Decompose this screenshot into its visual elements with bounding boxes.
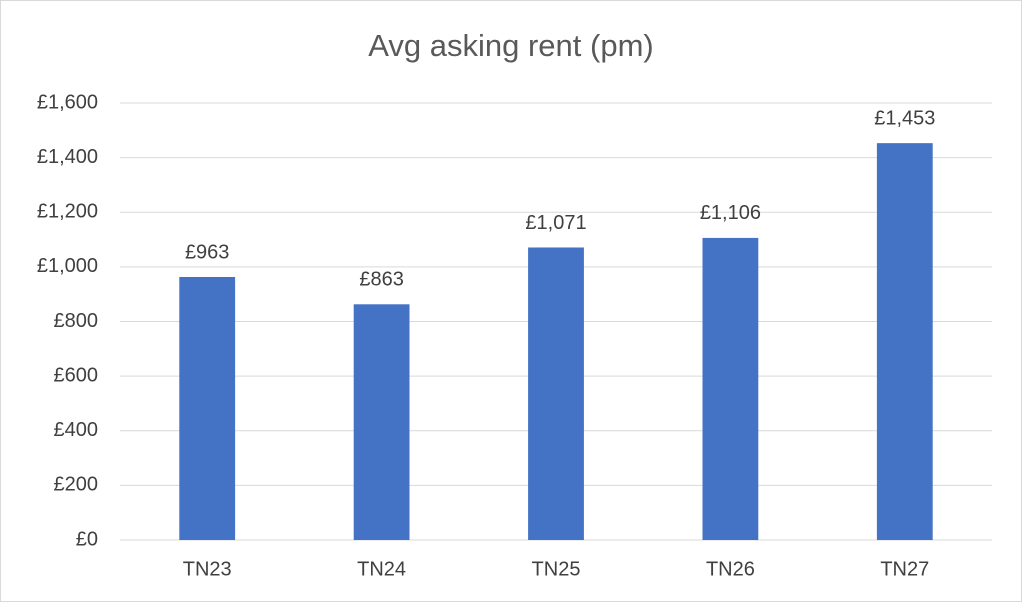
x-tick-label: TN23	[183, 558, 232, 580]
bar	[528, 247, 584, 540]
value-label: £1,071	[525, 212, 586, 234]
x-tick-label: TN24	[357, 558, 406, 580]
y-tick-label: £200	[54, 474, 99, 496]
y-tick-label: £1,000	[37, 255, 98, 277]
bar	[702, 237, 759, 540]
value-label: £963	[185, 241, 230, 263]
y-tick-label: £600	[54, 364, 99, 386]
y-tick-label: £400	[54, 419, 99, 441]
bar	[353, 304, 410, 540]
y-tick-label: £800	[54, 310, 99, 332]
x-tick-label: TN25	[532, 558, 581, 580]
y-tick-label: £0	[76, 528, 98, 550]
value-label: £1,453	[874, 107, 935, 129]
y-tick-label: £1,200	[37, 201, 98, 223]
bar	[179, 276, 236, 540]
value-label: £1,106	[700, 202, 761, 224]
bar	[876, 143, 933, 541]
x-tick-label: TN26	[706, 558, 755, 580]
y-tick-label: £1,600	[37, 91, 98, 113]
value-label: £863	[359, 269, 404, 291]
y-tick-label: £1,400	[37, 146, 98, 168]
x-tick-label: TN27	[880, 558, 929, 580]
chart-title: Avg asking rent (pm)	[368, 28, 653, 63]
